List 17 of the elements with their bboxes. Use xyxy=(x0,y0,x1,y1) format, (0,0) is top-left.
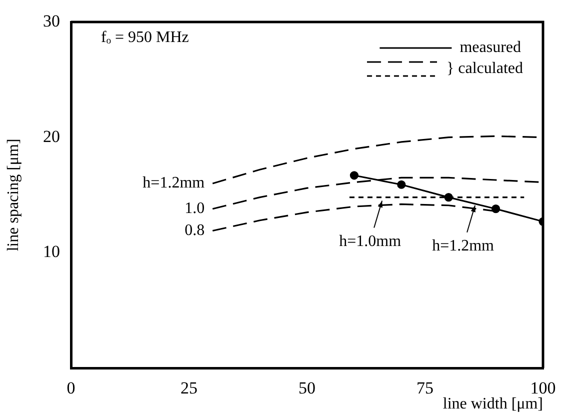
series-label: h=1.2mm xyxy=(142,174,206,192)
x-tick-label: 25 xyxy=(180,378,198,398)
y-tick-label: 20 xyxy=(43,126,60,146)
annotation: h=1.2mm xyxy=(432,238,495,255)
x-tick-label: 0 xyxy=(66,378,76,398)
annotation: fₒ = 950 MHz xyxy=(101,29,189,46)
y-tick-label: 30 xyxy=(43,11,60,30)
x-tick-label: 50 xyxy=(298,378,316,398)
x-tick-label: 100 xyxy=(530,378,556,398)
annotation: } calculated xyxy=(446,60,523,78)
x-tick-label: 75 xyxy=(416,378,434,398)
x-axis-title: line width [μm] xyxy=(442,396,543,413)
series-label: 1.0 xyxy=(184,200,205,218)
series-label: 0.8 xyxy=(184,222,205,239)
y-axis-title: line spacing [μm] xyxy=(4,138,22,252)
annotation: h=1.0mm xyxy=(339,232,402,250)
y-tick-label: 10 xyxy=(43,242,60,262)
